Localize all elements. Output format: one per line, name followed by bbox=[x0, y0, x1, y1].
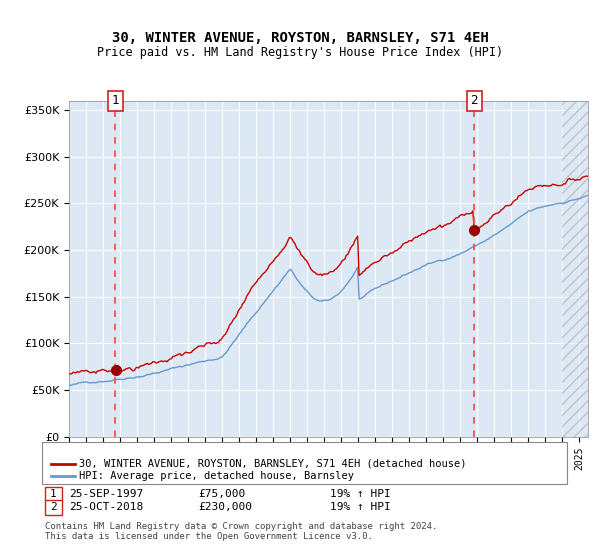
Text: £75,000: £75,000 bbox=[198, 489, 245, 499]
Text: 1: 1 bbox=[50, 489, 57, 499]
Text: HPI: Average price, detached house, Barnsley: HPI: Average price, detached house, Barn… bbox=[79, 471, 354, 481]
Text: 30, WINTER AVENUE, ROYSTON, BARNSLEY, S71 4EH (detached house): 30, WINTER AVENUE, ROYSTON, BARNSLEY, S7… bbox=[79, 459, 467, 469]
Text: 2: 2 bbox=[50, 502, 57, 512]
Text: 19% ↑ HPI: 19% ↑ HPI bbox=[330, 489, 391, 499]
Text: Contains HM Land Registry data © Crown copyright and database right 2024.
This d: Contains HM Land Registry data © Crown c… bbox=[45, 522, 437, 542]
Polygon shape bbox=[562, 101, 588, 437]
Text: 19% ↑ HPI: 19% ↑ HPI bbox=[330, 502, 391, 512]
Text: Price paid vs. HM Land Registry's House Price Index (HPI): Price paid vs. HM Land Registry's House … bbox=[97, 46, 503, 59]
Text: 25-OCT-2018: 25-OCT-2018 bbox=[69, 502, 143, 512]
Text: £230,000: £230,000 bbox=[198, 502, 252, 512]
Text: 25-SEP-1997: 25-SEP-1997 bbox=[69, 489, 143, 499]
Text: 30, WINTER AVENUE, ROYSTON, BARNSLEY, S71 4EH: 30, WINTER AVENUE, ROYSTON, BARNSLEY, S7… bbox=[112, 31, 488, 45]
Text: 2: 2 bbox=[470, 94, 478, 108]
Text: 1: 1 bbox=[112, 94, 119, 108]
